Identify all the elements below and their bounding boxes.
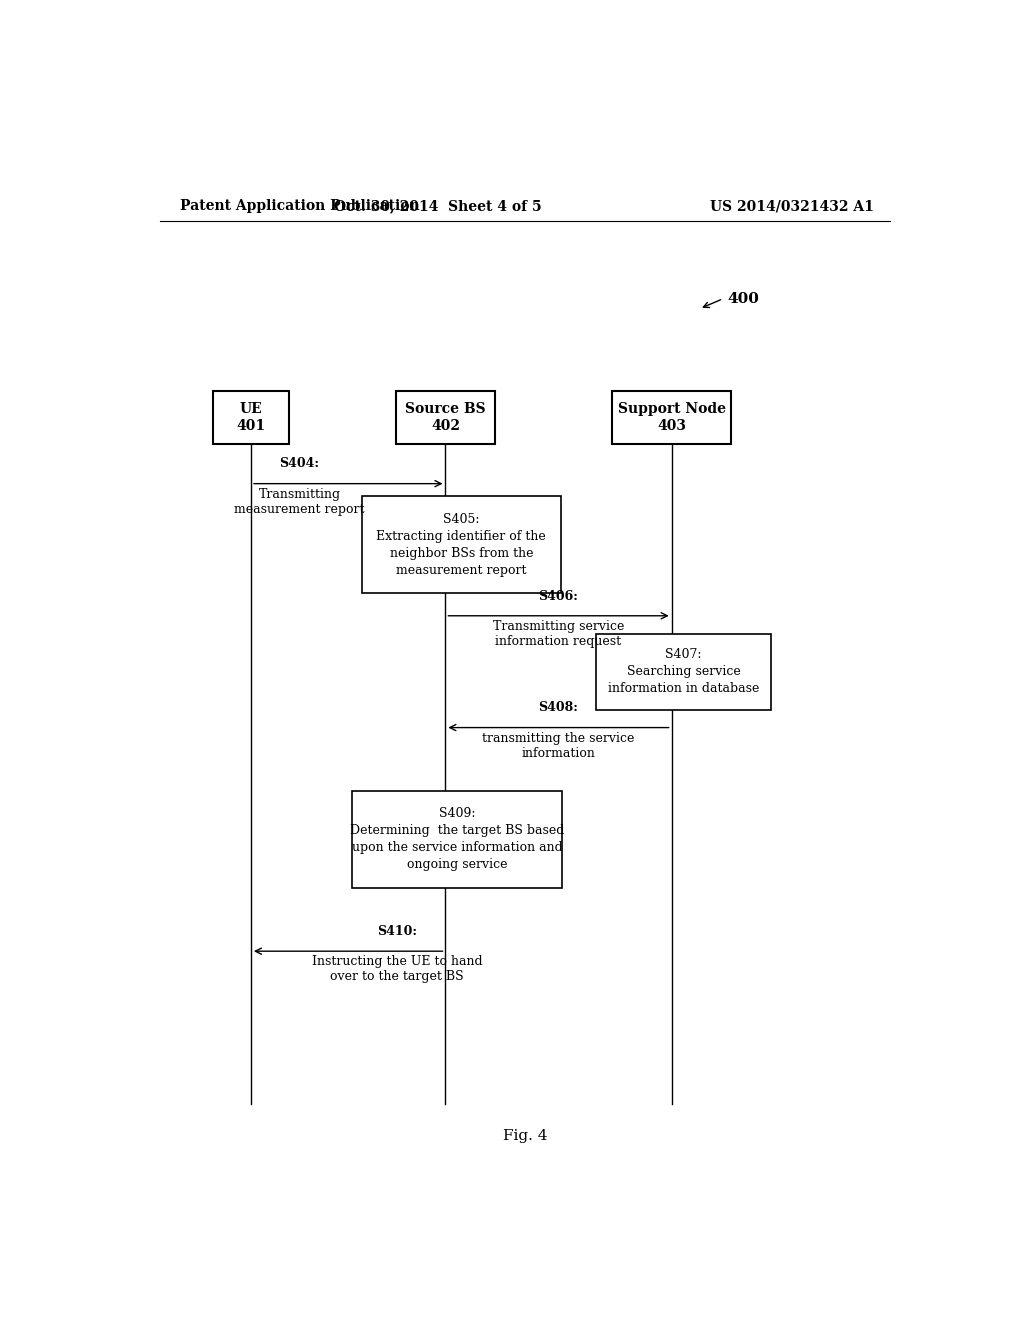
Bar bbox=[596, 634, 771, 710]
Text: Transmitting service
information request: Transmitting service information request bbox=[493, 620, 625, 648]
Text: S408:: S408: bbox=[539, 701, 579, 714]
Bar bbox=[396, 391, 495, 444]
Text: Patent Application Publication: Patent Application Publication bbox=[179, 199, 419, 213]
Text: Instructing the UE to hand
over to the target BS: Instructing the UE to hand over to the t… bbox=[311, 956, 482, 983]
Text: Fig. 4: Fig. 4 bbox=[503, 1129, 547, 1143]
Text: S406:: S406: bbox=[539, 590, 579, 602]
Text: S405:
Extracting identifier of the
neighbor BSs from the
measurement report: S405: Extracting identifier of the neigh… bbox=[377, 512, 546, 577]
Text: 400: 400 bbox=[727, 292, 759, 306]
Text: Source BS
402: Source BS 402 bbox=[406, 403, 485, 433]
Text: UE
401: UE 401 bbox=[237, 403, 265, 433]
Text: US 2014/0321432 A1: US 2014/0321432 A1 bbox=[710, 199, 873, 213]
Text: Transmitting
measurement report: Transmitting measurement report bbox=[234, 487, 365, 516]
Bar bbox=[362, 496, 560, 593]
Text: Oct. 30, 2014  Sheet 4 of 5: Oct. 30, 2014 Sheet 4 of 5 bbox=[334, 199, 542, 213]
Bar bbox=[213, 391, 289, 444]
Text: S410:: S410: bbox=[377, 925, 417, 939]
Text: S404:: S404: bbox=[280, 458, 319, 470]
Text: S409:
Determining  the target BS based
upon the service information and
ongoing : S409: Determining the target BS based up… bbox=[350, 808, 564, 871]
Text: Support Node
403: Support Node 403 bbox=[617, 403, 726, 433]
Bar bbox=[352, 791, 562, 887]
Bar bbox=[612, 391, 731, 444]
Text: transmitting the service
information: transmitting the service information bbox=[482, 731, 635, 759]
Text: S407:
Searching service
information in database: S407: Searching service information in d… bbox=[608, 648, 759, 696]
